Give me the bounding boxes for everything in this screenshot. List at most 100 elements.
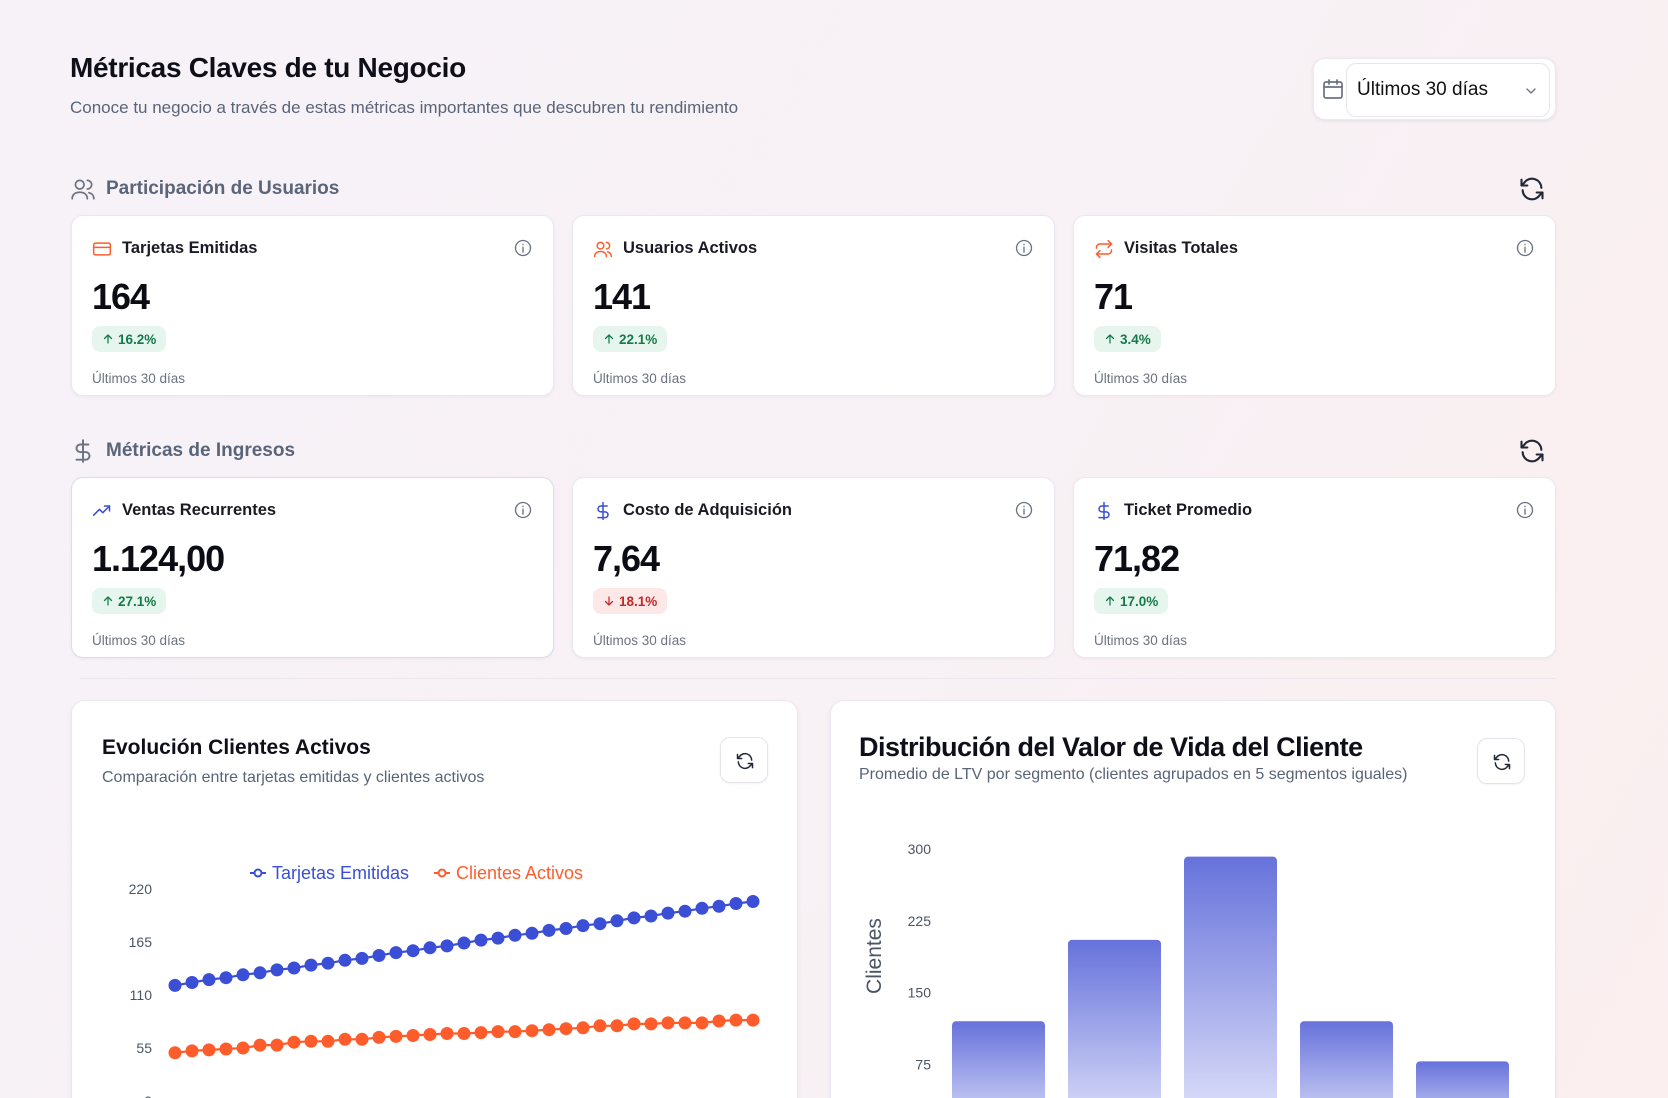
card-visitas-totales[interactable]: Visitas Totales 71 3.4% Últimos 30 días	[1073, 215, 1556, 396]
arrow-up-icon	[103, 596, 113, 606]
data-point	[287, 1035, 301, 1049]
data-point	[168, 1046, 182, 1060]
trend-value: 18.1%	[619, 593, 658, 609]
data-point	[457, 1027, 471, 1040]
line-chart-refresh-button[interactable]	[720, 737, 768, 783]
section-users-header: Participación de Usuarios	[70, 174, 339, 204]
arrow-up-icon	[1105, 596, 1115, 606]
bar	[1184, 856, 1277, 1098]
refresh-icon[interactable]	[1518, 175, 1546, 203]
data-point	[355, 951, 369, 965]
card-value: 71	[1094, 276, 1133, 317]
refresh-icon	[1493, 753, 1511, 771]
calendar-icon	[1323, 79, 1343, 99]
data-point	[542, 1023, 556, 1037]
info-icon[interactable]	[513, 238, 533, 258]
y-tick-label: 220	[129, 881, 153, 897]
card-period: Últimos 30 días	[92, 371, 186, 386]
data-point	[729, 897, 743, 910]
line-chart-title: Evolución Clientes Activos	[102, 736, 371, 759]
date-range-select[interactable]: Últimos 30 días	[1346, 63, 1550, 117]
line-chart-subtitle: Comparación entre tarjetas emitidas y cl…	[102, 769, 485, 786]
card-costo-adquisicion[interactable]: Costo de Adquisición 7,64 18.1% Últimos …	[572, 477, 1055, 658]
card-usuarios-activos[interactable]: Usuarios Activos 141 22.1% Últimos 30 dí…	[572, 215, 1055, 396]
data-point	[729, 1013, 743, 1027]
data-point	[304, 1034, 318, 1048]
date-range-value: Últimos 30 días	[1357, 79, 1488, 100]
info-icon[interactable]	[513, 500, 533, 520]
trend-value: 16.2%	[118, 331, 157, 347]
legend-marker-dot	[253, 868, 263, 878]
trend-badge: 16.2%	[92, 326, 167, 352]
arrow-up-icon	[604, 334, 614, 344]
info-icon[interactable]	[1014, 500, 1034, 520]
users-icon	[593, 241, 613, 258]
card-ticket-promedio[interactable]: Ticket Promedio 71,82 17.0% Últimos 30 d…	[1073, 477, 1556, 658]
data-point	[712, 899, 726, 913]
data-point	[389, 946, 403, 960]
bar	[1068, 939, 1161, 1098]
data-point	[695, 901, 709, 915]
bar-chart-title: Distribución del Valor de Vida del Clien…	[859, 732, 1363, 762]
data-point	[576, 1021, 590, 1035]
arrow-down-icon	[604, 596, 614, 606]
y-axis-label: Clientes	[863, 918, 886, 994]
trend-value: 22.1%	[619, 331, 658, 347]
dollar-icon	[75, 439, 91, 463]
data-point	[253, 1038, 267, 1052]
date-filter: Últimos 30 días	[1313, 58, 1556, 120]
data-point	[219, 971, 233, 985]
info-icon[interactable]	[1014, 238, 1034, 258]
data-point	[270, 963, 284, 977]
data-point	[219, 1042, 233, 1056]
line-chart: 220 165 110 55 0 Tarjetas Emitidas Clientes Ac…	[129, 863, 760, 1098]
card-period: Últimos 30 días	[92, 633, 186, 648]
data-point	[542, 923, 556, 937]
trend-value: 17.0%	[1120, 593, 1159, 609]
bar-chart-subtitle: Promedio de LTV por segmento (clientes a…	[859, 766, 1408, 783]
data-point	[440, 939, 454, 953]
data-point	[372, 949, 386, 962]
data-point	[304, 958, 318, 972]
info-icon[interactable]	[1515, 238, 1535, 258]
data-point	[593, 1019, 607, 1033]
data-point	[474, 933, 488, 947]
card-title: Visitas Totales	[1124, 239, 1239, 257]
card-value: 7,64	[593, 538, 660, 579]
card-tarjetas-emitidas[interactable]: Tarjetas Emitidas 164 16.2% Últimos 30 d…	[71, 215, 554, 396]
data-point	[406, 944, 420, 958]
bar-chart-refresh-button[interactable]	[1477, 738, 1525, 784]
data-point	[185, 1044, 199, 1058]
data-point	[712, 1014, 726, 1028]
trend-badge: 22.1%	[593, 326, 668, 352]
page-title: Métricas Claves de tu Negocio	[70, 52, 466, 83]
data-point	[423, 1028, 437, 1041]
y-tick-label: 225	[908, 913, 932, 929]
dollar-icon	[597, 501, 609, 521]
y-tick-label: 300	[908, 841, 932, 857]
page-subtitle: Conoce tu negocio a través de estas métr…	[70, 98, 739, 117]
data-point	[406, 1029, 420, 1042]
data-point	[287, 961, 301, 975]
data-point	[491, 1025, 505, 1039]
data-point	[457, 936, 471, 950]
info-icon[interactable]	[1515, 500, 1535, 520]
legend-marker-dot	[437, 868, 447, 878]
section-revenue-title: Métricas de Ingresos	[106, 440, 296, 461]
card-ventas-recurrentes[interactable]: Ventas Recurrentes 1.124,00 27.1% Último…	[71, 477, 554, 658]
page-header: Métricas Claves de tu Negocio Conoce tu …	[70, 52, 738, 118]
bar	[1416, 1061, 1509, 1098]
bar-chart-card: Distribución del Valor de Vida del Clien…	[830, 700, 1556, 1098]
y-tick-label: 165	[129, 934, 153, 950]
refresh-icon[interactable]	[1518, 437, 1546, 465]
data-point	[559, 1022, 573, 1036]
data-point	[627, 1017, 641, 1031]
data-point	[236, 968, 250, 982]
trend-badge: 18.1%	[593, 588, 668, 614]
data-point	[202, 1043, 216, 1057]
data-point	[508, 1025, 522, 1039]
data-point	[576, 919, 590, 933]
data-point	[525, 926, 539, 940]
trend-badge: 27.1%	[92, 588, 167, 614]
card-period: Últimos 30 días	[1094, 371, 1188, 386]
